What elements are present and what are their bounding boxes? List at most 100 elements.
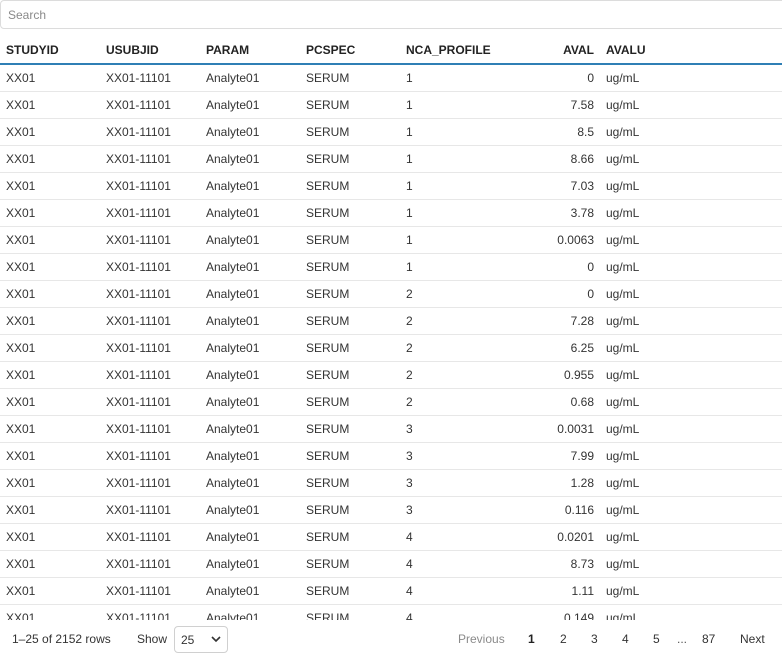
table-row[interactable]: XX01XX01-11101Analyte01SERUM48.73ug/mL15… [0,550,782,578]
table-cell-afrlt: 503.0 [670,280,782,308]
table-cell-afrlt: 1512.9 [670,523,782,551]
page-button-last[interactable]: 87 [702,632,716,646]
table-cell-aval: 0.0031 [500,415,600,443]
table-cell-aval: 7.03 [500,172,600,200]
table-cell-pcspec: SERUM [300,577,400,605]
table-cell-usubjid: XX01-11101 [100,253,200,281]
column-header-aval[interactable]: AVAL [500,36,600,65]
table-cell-usubjid: XX01-11101 [100,496,200,524]
table-cell-studyid: XX01 [0,307,100,335]
table-cell-nca-profile: 2 [400,334,500,362]
table-cell-param: Analyte01 [200,361,300,389]
table-cell-nca-profile: 3 [400,415,500,443]
table-row[interactable]: XX01XX01-11101Analyte01SERUM40.149ug/mL1… [0,604,782,620]
table-cell-studyid: XX01 [0,361,100,389]
table-cell-studyid: XX01 [0,415,100,443]
table-cell-pcspec: SERUM [300,280,400,308]
table-cell-param: Analyte01 [200,604,300,620]
table-row[interactable]: XX01 XX01-11101 Analyte01 SERUM 3 0.0031 ug/mL… [0,415,782,443]
column-header-nca-profile[interactable]: NCA_PROFILE [400,36,500,65]
table-cell-aval: 8.73 [500,550,600,578]
column-header-pcspec[interactable]: PCSPEC [300,36,400,65]
table-row[interactable]: XX01 XX01-11101 Analyte01 SERUM 1 0.0063 ug/mL… [0,226,782,254]
table-cell-afrlt: 1513 [670,550,782,578]
table-cell-afrlt: -0.5 [670,64,782,92]
column-header-afrlt[interactable]: AFRLT [670,36,782,65]
table-cell-afrlt: 383.0 [670,226,782,254]
table-cell-usubjid: XX01-11101 [100,550,200,578]
next-page-button[interactable]: Next [740,632,765,646]
table-cell-nca-profile: 1 [400,226,500,254]
table-row[interactable]: XX01XX01-11101Analyte01SERUM27.28ug/mL50… [0,307,782,335]
table-cell-aval: 0.68 [500,388,600,416]
table-row[interactable]: XX01XX01-11101Analyte01SERUM20.68ug/mL69… [0,388,782,416]
table-cell-usubjid: XX01-11101 [100,577,200,605]
table-cell-avalu: ug/mL [600,334,670,362]
page-button-1[interactable]: 1 [528,632,535,646]
table-row[interactable]: XX01XX01-11101Analyte01SERUM13.78ug/mL73… [0,199,782,227]
table-cell-pcspec: SERUM [300,307,400,335]
table-cell-param: Analyte01 [200,442,300,470]
column-header-avalu[interactable]: AVALU [600,36,670,65]
table-cell-studyid: XX01 [0,334,100,362]
table-row[interactable]: XX01XX01-11101Analyte01SERUM30.116ug/mL1… [0,496,782,524]
table-row[interactable]: XX01XX01-11101Analyte01SERUM20.955ug/mL6… [0,361,782,389]
table-cell-pcspec: SERUM [300,442,400,470]
page-button-5[interactable]: 5 [653,632,660,646]
table-cell-afrlt: 4 [670,118,782,146]
table-row[interactable]: XX01XX01-11101Analyte01SERUM31.28ug/mL11… [0,469,782,497]
table-cell-nca-profile: 1 [400,199,500,227]
table-cell-pcspec: SERUM [300,334,400,362]
search-input[interactable] [0,0,782,29]
page-size-select[interactable]: 25 [174,626,228,653]
column-header-usubjid[interactable]: USUBJID [100,36,200,65]
table-cell-nca-profile: 2 [400,361,500,389]
column-header-param[interactable]: PARAM [200,36,300,65]
table-cell-param: Analyte01 [200,307,300,335]
previous-page-button[interactable]: Previous [458,632,505,646]
data-table-container[interactable]: STUDYID USUBJID PARAM PCSPEC NCA_PROFILE AVAL… [0,36,782,620]
table-cell-avalu: ug/mL [600,91,670,119]
table-cell-param: Analyte01 [200,577,300,605]
table-cell-avalu: ug/mL [600,226,670,254]
table-row[interactable]: XX01XX01-11101Analyte01SERUM17.03ug/mL27… [0,172,782,200]
table-cell-avalu: ug/mL [600,604,670,620]
table-cell-nca-profile: 3 [400,442,500,470]
table-cell-afrlt: 52 [670,334,782,362]
table-cell-pcspec: SERUM [300,361,400,389]
table-cell-aval: 1.11 [500,577,600,605]
table-cell-usubjid: XX01-11101 [100,118,200,146]
table-row[interactable]: XX01XX01-11101Analyte01SERUM41.11ug/mL16… [0,577,782,605]
table-row[interactable]: XX01 XX01-11101 Analyte01 SERUM 4 0.0201 ug/mL… [0,523,782,551]
table-cell-pcspec: SERUM [300,91,400,119]
page-button-2[interactable]: 2 [560,632,567,646]
page-button-3[interactable]: 3 [591,632,598,646]
table-footer: 1–25 of 2152 rows Show 25 Previous 1 2 3… [0,624,782,661]
table-cell-avalu: ug/mL [600,577,670,605]
table-cell-afrlt: 2425.1 [670,253,782,281]
table-cell-studyid: XX01 [0,496,100,524]
table-cell-avalu: ug/mL [600,361,670,389]
table-cell-pcspec: SERUM [300,415,400,443]
table-cell-aval: 0.955 [500,361,600,389]
table-cell-studyid: XX01 [0,118,100,146]
table-row[interactable]: XX01XX01-11101Analyte01SERUM10ug/mL2425.… [0,253,782,281]
table-cell-nca-profile: 1 [400,64,500,92]
table-cell-aval: 0 [500,64,600,92]
table-cell-pcspec: SERUM [300,226,400,254]
table-cell-pcspec: SERUM [300,172,400,200]
table-cell-nca-profile: 2 [400,280,500,308]
column-header-studyid[interactable]: STUDYID [0,36,100,65]
page-button-4[interactable]: 4 [622,632,629,646]
table-cell-pcspec: SERUM [300,199,400,227]
table-row[interactable]: XX01XX01-11101Analyte01SERUM37.99ug/mL10… [0,442,782,470]
table-cell-aval: 3.78 [500,199,600,227]
table-cell-aval: 7.28 [500,307,600,335]
table-cell-afrlt: 1008.2 [670,415,782,443]
